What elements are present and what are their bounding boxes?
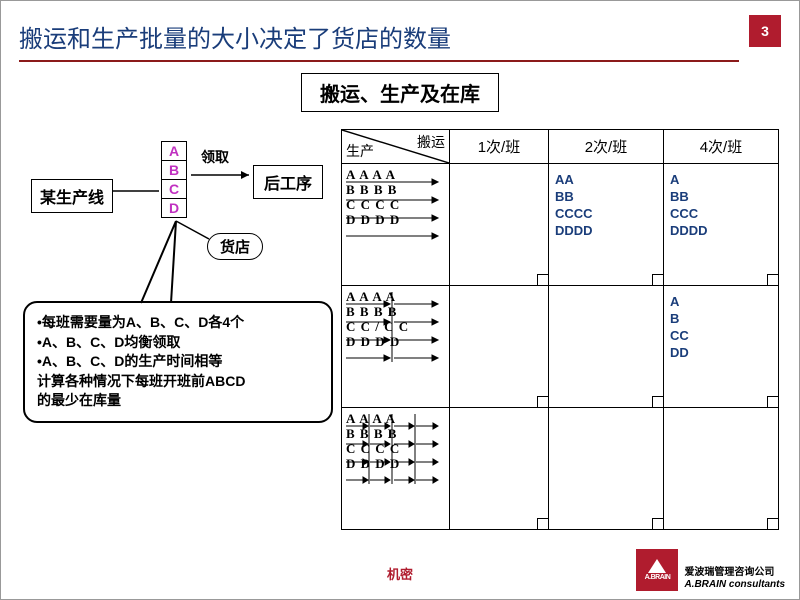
callout-bubble: •每班需要量为A、B、C、D各4个 •A、B、C、D均衡领取 •A、B、C、D的… (23, 301, 333, 423)
corner-marker-icon (767, 518, 779, 530)
pattern-arrows-icon (346, 290, 446, 400)
page-number: 3 (749, 15, 781, 47)
confidential-label: 机密 (387, 564, 413, 583)
pattern-cell: A A A A B B B B C C / C C D D D D (342, 286, 450, 408)
matrix-table: 生产 搬运 1次/班 2次/班 4次/班 A A A A B B B B C C… (341, 129, 779, 530)
page-title: 搬运和生产批量的大小决定了货店的数量 (19, 19, 739, 54)
corner-marker-icon (652, 274, 664, 286)
data-cell (450, 164, 549, 286)
data-cell (548, 286, 663, 408)
title-bar: 搬运和生产批量的大小决定了货店的数量 (19, 19, 739, 62)
corner-marker-icon (652, 396, 664, 408)
callout-line: 计算各种情况下每班开班前ABCD (37, 372, 319, 392)
corner-marker-icon (652, 518, 664, 530)
corner-prod-label: 生产 (346, 141, 374, 161)
stack-cell: B (162, 161, 186, 180)
stack-cell: D (162, 199, 186, 217)
pattern-cell: A A A A B B B B C C C C D D D D (342, 408, 450, 530)
inventory-value: A B CC DD (664, 286, 778, 370)
take-label: 领取 (201, 147, 229, 167)
callout-line: •每班需要量为A、B、C、D各4个 (37, 313, 319, 333)
corner-move-label: 搬运 (417, 132, 445, 152)
callout-line: •A、B、C、D的生产时间相等 (37, 352, 319, 372)
pattern-arrows-icon (346, 168, 446, 278)
pattern-arrows-icon (346, 412, 446, 522)
data-cell: AA BB CCCC DDDD (548, 164, 663, 286)
data-cell: A BB CCC DDDD (663, 164, 778, 286)
stack-cell: A (162, 142, 186, 161)
logo-icon: A.BRAIN (636, 549, 678, 591)
corner-cell: 生产 搬运 (342, 130, 450, 164)
inventory-value: AA BB CCCC DDDD (549, 164, 663, 248)
product-stack: A B C D (161, 141, 187, 218)
data-cell (548, 408, 663, 530)
pattern-cell: A A A A B B B B C C C C D D D D (342, 164, 450, 286)
flow-diagram: 某生产线 A B C D 领取 后工序 货店 (31, 141, 341, 301)
store-label: 货店 (207, 233, 263, 260)
callout-line: 的最少在库量 (37, 391, 319, 411)
corner-marker-icon (537, 274, 549, 286)
company-name: 爱波瑞管理咨询公司 A.BRAIN consultants (684, 567, 785, 591)
production-line-box: 某生产线 (31, 179, 113, 213)
col-header: 2次/班 (548, 130, 663, 164)
callout-line: •A、B、C、D均衡领取 (37, 333, 319, 353)
corner-marker-icon (537, 518, 549, 530)
data-cell (663, 408, 778, 530)
data-cell (450, 286, 549, 408)
inventory-value: A BB CCC DDDD (664, 164, 778, 248)
corner-marker-icon (767, 274, 779, 286)
subtitle: 搬运、生产及在库 (301, 73, 499, 112)
corner-marker-icon (767, 396, 779, 408)
col-header: 1次/班 (450, 130, 549, 164)
col-header: 4次/班 (663, 130, 778, 164)
branding: A.BRAIN 爱波瑞管理咨询公司 A.BRAIN consultants (636, 549, 785, 591)
stack-cell: C (162, 180, 186, 199)
corner-marker-icon (537, 396, 549, 408)
slide: 搬运和生产批量的大小决定了货店的数量 3 搬运、生产及在库 某生产线 A B C… (0, 0, 800, 600)
next-process-box: 后工序 (253, 165, 323, 199)
data-cell: A B CC DD (663, 286, 778, 408)
data-cell (450, 408, 549, 530)
title-underline (19, 60, 739, 62)
